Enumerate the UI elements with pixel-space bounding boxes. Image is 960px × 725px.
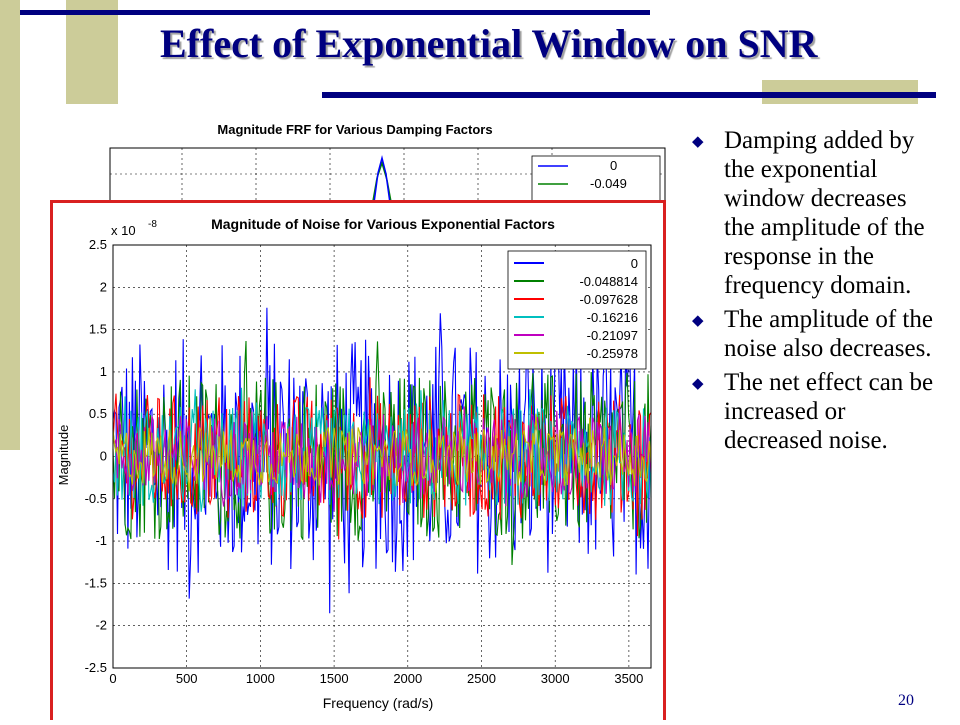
x-tick-label: 2000 — [393, 671, 422, 686]
y-tick-label: -1 — [95, 533, 107, 548]
frf-legend-1: -0.049 — [590, 176, 627, 191]
accent-bar-top — [66, 0, 118, 104]
legend-label: -0.21097 — [587, 328, 638, 343]
series-line — [112, 387, 652, 512]
diamond-bullet-icon: ◆ — [692, 376, 704, 392]
slide-title: Effect of Exponential Window on SNR — [160, 21, 818, 66]
bullet-list: ◆ Damping added by the exponential window… — [690, 126, 940, 460]
frf-peak-blue — [371, 155, 393, 218]
legend-label: -0.048814 — [579, 274, 638, 289]
legend-label: 0 — [631, 256, 638, 271]
series-line — [112, 406, 652, 512]
series-line — [112, 413, 652, 494]
x-tick-label: 3500 — [614, 671, 643, 686]
y-tick-label: 1.5 — [89, 322, 107, 337]
y-tick-label: 2 — [100, 279, 107, 294]
series-line — [112, 377, 652, 540]
bullet-text: The amplitude of the noise also decrease… — [724, 306, 933, 362]
y-tick-label: 0 — [100, 449, 107, 464]
series-lines — [112, 288, 652, 614]
page-number: 20 — [898, 692, 914, 709]
diamond-bullet-icon: ◆ — [692, 134, 704, 150]
bullet-item: ◆ The net effect can be increased or decr… — [690, 368, 940, 455]
x-tick-label: 1500 — [320, 671, 349, 686]
plot-frame — [112, 244, 652, 669]
y-tick-label: -0.5 — [85, 491, 107, 506]
accent-bar-left-top — [0, 0, 20, 450]
legend-label: -0.097628 — [579, 292, 638, 307]
x-tick-label: 500 — [176, 671, 198, 686]
y-tick-label: -2.5 — [85, 660, 107, 675]
noise-chart: Magnitude of Noise for Various Exponenti… — [56, 216, 652, 711]
title-rule-top — [20, 10, 650, 15]
title-rule-bottom — [322, 92, 936, 98]
y-tick-label: -2 — [95, 618, 107, 633]
x-tick-label: 3000 — [541, 671, 570, 686]
bullet-text: The net effect can be increased or decre… — [724, 369, 934, 454]
diamond-bullet-icon: ◆ — [692, 313, 704, 329]
x-tick-label: 1000 — [246, 671, 275, 686]
noise-legend: 0 -0.048814 -0.097628 -0.16216 -0.21097 -0.25… — [507, 250, 647, 370]
y-tick-label: -1.5 — [85, 575, 107, 590]
x-axis-label: Frequency (rad/s) — [323, 695, 433, 711]
y-scale-exponent: -8 — [148, 219, 157, 230]
legend-label: -0.25978 — [587, 346, 638, 361]
bullet-text: Damping added by the exponential window … — [724, 127, 925, 299]
noise-chart-title: Magnitude of Noise for Various Exponenti… — [211, 216, 555, 232]
y-scale-note: x 10 — [111, 223, 136, 238]
noise-chart-panel: Magnitude of Noise for Various Exponenti… — [50, 200, 666, 720]
y-scale-label: x 10 -8 — [111, 219, 157, 238]
x-tick-label: 2500 — [467, 671, 496, 686]
frf-legend-0: 0 — [610, 158, 617, 173]
frf-legend: 0 -0.049 — [531, 155, 661, 209]
bullet-item: ◆ The amplitude of the noise also decreas… — [690, 305, 940, 363]
x-tick-label: 0 — [109, 671, 116, 686]
frf-peak-green — [369, 160, 395, 218]
bullet-item: ◆ Damping added by the exponential window… — [690, 126, 940, 300]
legend-label: -0.16216 — [587, 310, 638, 325]
frf-chart-title: Magnitude FRF for Various Damping Factor… — [217, 122, 492, 137]
axis-ticks: 0 500 1000 1500 2000 2500 3000 3500 2.5 2 1.5 1 0.5 0… — [85, 237, 644, 686]
y-axis-label: Magnitude — [56, 425, 71, 486]
legend-box — [507, 250, 647, 370]
y-tick-label: 0.5 — [89, 406, 107, 421]
y-tick-label: 1 — [100, 364, 107, 379]
y-tick-label: 2.5 — [89, 237, 107, 252]
